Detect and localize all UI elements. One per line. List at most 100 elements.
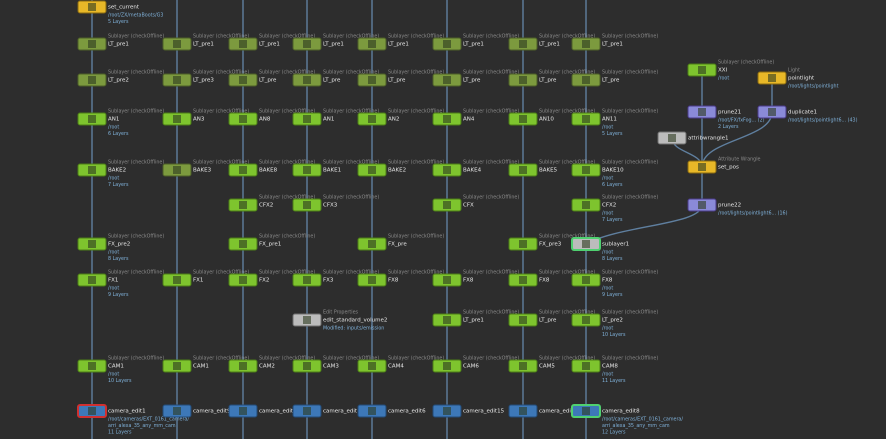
node-caption: Sublayer (checkOffline) [602,270,658,276]
node-icon [443,276,451,284]
node-icon [239,166,247,174]
node-caption: Sublayer (checkOffline) [259,234,315,240]
node-icon [88,166,96,174]
node-icon [519,40,527,48]
node-label: LT_pre2 [108,78,129,84]
node-info: 10 Layers [602,332,626,338]
node-caption: Sublayer (checkOffline) [602,160,658,166]
node-info: 7 Layers [108,182,129,188]
node-label: AN1 [323,117,334,123]
node-caption: Sublayer (checkOffline) [108,109,164,115]
node-label: FX1 [108,278,118,284]
node-caption: Sublayer (checkOffline) [259,34,315,40]
node-info: 9 Layers [108,292,129,298]
node-icon [443,40,451,48]
node-label: edit_standard_volume2 [323,318,387,324]
node-icon [582,76,590,84]
node-caption: Sublayer (checkOffline) [463,34,519,40]
node-label: LT_pre [602,78,620,84]
node-caption: Sublayer (checkOffline) [602,195,658,201]
node-icon [303,362,311,370]
node-icon [443,201,451,209]
node-label: CFX3 [323,203,338,209]
node-info: 6 Layers [602,182,623,188]
node-icon [303,407,311,415]
node-label: CAM3 [323,364,339,370]
node-icon [582,40,590,48]
node-info: 9 Layers [602,292,623,298]
node-icon [173,76,181,84]
node-info: /root/cameras/EXT_0161_camera/ [602,417,683,423]
node-icon [519,316,527,324]
node-icon [303,201,311,209]
node-icon [443,407,451,415]
node-icon [368,240,376,248]
node-caption: Sublayer (checkOffline) [259,356,315,362]
node-caption: Sublayer (checkOffline) [323,70,379,76]
node-info: /root [108,176,119,182]
node-info: /root [108,286,119,292]
node-icon [239,40,247,48]
node-info: arri_alexa_35_any_mm_cam [602,423,670,429]
node-icon [443,166,451,174]
node-caption: Edit Properties [323,310,359,316]
node-caption: Sublayer (checkOffline) [259,109,315,115]
node-label: set_current [108,5,140,11]
node-label: duplicate1 [788,110,817,116]
node-icon [303,76,311,84]
node-icon [239,201,247,209]
node-icon [88,3,96,11]
node-caption: Sublayer (checkOffline) [193,109,249,115]
node-info: /root [602,326,613,332]
node-label: BAKE10 [602,168,624,174]
node-icon [519,76,527,84]
node-info: /root [602,176,613,182]
node-caption: Sublayer (checkOffline) [539,270,595,276]
node-label: FX1 [193,278,203,284]
node-label: camera_edit6 [388,409,426,415]
node-label: AN11 [602,117,617,123]
node-label: FX8 [388,278,399,284]
node-info: /root [718,76,729,82]
node-label: CAM4 [388,364,404,370]
node-caption: Sublayer (checkOffline) [259,70,315,76]
node-caption: Sublayer (checkOffline) [323,356,379,362]
node-caption: Sublayer (checkOffline) [193,270,249,276]
node-info: /root [108,372,119,378]
node-caption: Sublayer (checkOffline) [388,160,444,166]
node-caption: Sublayer (checkOffline) [193,356,249,362]
node-icon [768,108,776,116]
node-icon [582,201,590,209]
node-icon [239,76,247,84]
node-icon [303,40,311,48]
node-label: LT_pre [259,78,277,84]
node-caption: Sublayer (checkOffline) [388,356,444,362]
node-label: CAM5 [539,364,555,370]
node-label: CAM8 [602,364,618,370]
node-label: LT_pre [463,78,481,84]
node-caption: Sublayer (checkOffline) [539,70,595,76]
node-info: /root [602,125,613,131]
node-icon [519,362,527,370]
node-caption: Sublayer (checkOffline) [388,109,444,115]
node-icon [443,115,451,123]
node-icon [173,362,181,370]
node-caption: Sublayer (checkOffline) [108,270,164,276]
node-label: camera_edit5 [323,409,361,415]
node-icon [88,362,96,370]
node-icon [368,362,376,370]
node-icon [368,276,376,284]
node-icon [239,276,247,284]
node-label: CAM2 [259,364,275,370]
node-icon [698,66,706,74]
nodes: set_current/root/ZX/metaBoots/G35 Layers… [77,0,858,436]
node-icon [668,134,676,142]
node-icon [303,276,311,284]
node-icon [239,115,247,123]
node-label: FX8 [602,278,613,284]
node-label: LT_pre1 [323,42,344,48]
node-caption: Sublayer (checkOffline) [463,195,519,201]
node-caption: Sublayer (checkOffline) [539,34,595,40]
node-icon [88,276,96,284]
